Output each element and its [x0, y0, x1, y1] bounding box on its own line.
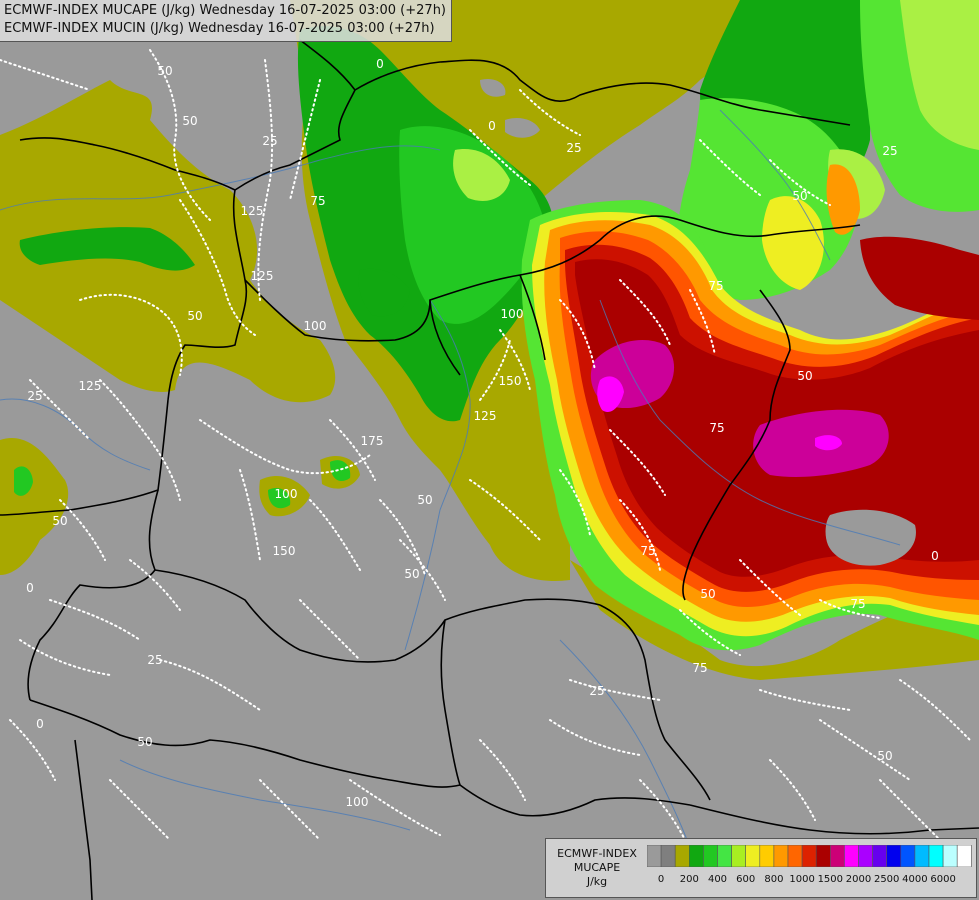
legend-tick-label: 200: [679, 874, 699, 885]
legend-tick-label: 800: [764, 874, 784, 885]
mucin-label: 50: [52, 514, 67, 528]
legend-color-bar: [647, 845, 972, 867]
legend-label: ECMWF-INDEX MUCAPE J/kg: [549, 847, 645, 889]
mucin-label: 25: [882, 144, 897, 158]
color-legend: ECMWF-INDEX MUCAPE J/kg 0 200 400 600 800 100…: [545, 838, 977, 898]
legend-swatch: [759, 845, 775, 867]
legend-swatch: [688, 845, 704, 867]
mucin-label: 100: [304, 319, 327, 333]
map-title-box: ECMWF-INDEX MUCAPE (J/kg) Wednesday 16-0…: [0, 0, 452, 42]
legend-tick-label: 2000: [845, 874, 872, 885]
legend-swatch: [731, 845, 746, 867]
legend-tick-label: 4000: [902, 874, 928, 885]
country-borders: [0, 39, 979, 900]
low-cape-holes: [480, 78, 916, 566]
mucin-label: 50: [877, 749, 892, 763]
mucin-label: 25: [147, 653, 162, 667]
cape-red-region: [565, 236, 979, 592]
legend-swatch: [872, 845, 888, 867]
legend-unit: J/kg: [586, 875, 608, 888]
mucin-label: 25: [589, 684, 604, 698]
mucin-label: 25: [27, 389, 42, 403]
mucin-label: 0: [376, 57, 384, 71]
legend-swatch: [900, 845, 916, 867]
legend-ticks: 0 200 400 600 800 1000 1500 2000 2500 4000 6000: [647, 874, 972, 888]
title-line-mucin: ECMWF-INDEX MUCIN (J/kg) Wednesday 16-07…: [4, 21, 435, 36]
mucin-label: 75: [709, 421, 724, 435]
mucin-label: 25: [566, 141, 581, 155]
mucin-label: 125: [79, 379, 102, 393]
legend-tick-label: 2500: [873, 874, 900, 885]
mucin-label: 0: [488, 119, 496, 133]
mucin-label: 100: [346, 795, 369, 809]
mucin-label: 50: [157, 64, 172, 78]
mucin-label: 50: [797, 369, 812, 383]
legend-tick-label: 600: [736, 874, 756, 885]
title-line-mucape: ECMWF-INDEX MUCAPE (J/kg) Wednesday 16-0…: [4, 3, 446, 18]
mucin-label: 50: [417, 493, 432, 507]
mucin-label: 125: [241, 204, 264, 218]
mucin-label: 75: [310, 194, 325, 208]
rivers: [0, 109, 901, 881]
legend-swatch: [717, 845, 732, 867]
legend-tick-label: 400: [707, 874, 728, 885]
legend-swatch: [773, 845, 789, 867]
legend-tick-label: 0: [657, 874, 665, 885]
legend-swatch: [660, 845, 676, 867]
mucin-label: 150: [499, 374, 522, 388]
legend-swatch: [745, 845, 761, 867]
mucin-label: 125: [251, 269, 274, 283]
legend-swatch: [830, 845, 845, 867]
legend-swatch: [956, 845, 972, 867]
mucin-label: 100: [275, 487, 298, 501]
mucin-label: 50: [137, 735, 152, 749]
mucin-label: 125: [474, 409, 497, 423]
legend-swatch: [815, 845, 831, 867]
mucin-label: 75: [692, 661, 707, 675]
mucin-label: 50: [700, 587, 715, 601]
mucin-label: 150: [273, 544, 296, 558]
legend-swatch: [928, 845, 944, 867]
legend-swatch: [787, 845, 803, 867]
legend-variable: MUCAPE: [573, 861, 621, 874]
legend-swatch: [914, 845, 930, 867]
legend-swatch: [674, 845, 690, 867]
mucin-label: 50: [182, 114, 197, 128]
mucin-label: 75: [640, 544, 655, 558]
legend-tick-label: 1000: [789, 874, 815, 885]
legend-swatch: [801, 845, 817, 867]
legend-swatch: [858, 845, 873, 867]
mucin-contours: [0, 49, 971, 841]
mucin-label: 100: [501, 307, 524, 321]
mucin-label: 75: [708, 279, 723, 293]
legend-swatch: [886, 845, 902, 867]
mucin-label: 0: [931, 549, 939, 563]
mucin-labels: 50 25 50 125 75 25 125 50 150 125 100 17…: [26, 57, 939, 809]
legend-model: ECMWF-INDEX: [557, 847, 637, 860]
mucin-label: 175: [361, 434, 384, 448]
mucin-label: 50: [187, 309, 202, 323]
mucin-label: 75: [850, 597, 865, 611]
cape-magenta-region: [590, 340, 889, 477]
legend-tick-label: 1500: [817, 874, 844, 885]
mucin-label: 50: [792, 189, 807, 203]
legend-swatch: [703, 845, 718, 867]
legend-swatch: [844, 845, 859, 867]
legend-swatch: [647, 845, 662, 867]
legend-tick-label: 6000: [930, 874, 956, 885]
mucin-label: 0: [26, 581, 34, 595]
mucin-label: 0: [36, 717, 44, 731]
mucin-label: 50: [404, 567, 419, 581]
mucin-label: 25: [262, 134, 277, 148]
legend-swatch: [942, 845, 958, 867]
